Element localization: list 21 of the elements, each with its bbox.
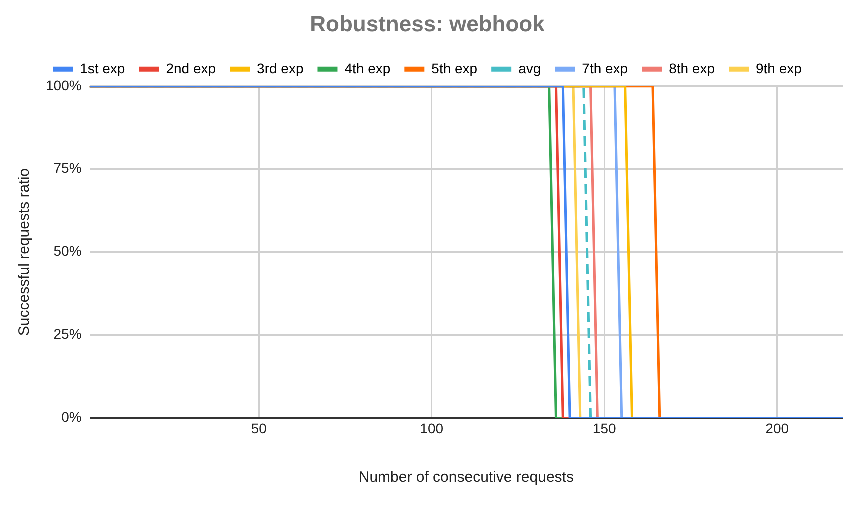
legend-label: avg <box>518 60 542 76</box>
legend-label: 7th exp <box>582 60 628 76</box>
y-tick-label: 0% <box>62 409 82 426</box>
x-axis-title: Number of consecutive requests <box>358 469 574 486</box>
legend-label: 1st exp <box>80 60 126 76</box>
legend-label: 3rd exp <box>257 60 304 76</box>
y-tick-label: 50% <box>54 243 82 260</box>
x-tick-label: 100 <box>420 420 444 436</box>
chart-title: Robustness: webhook <box>310 11 546 36</box>
y-axis-title: Successful requests ratio <box>16 168 34 336</box>
x-tick-label: 200 <box>766 420 790 436</box>
legend-label: 9th exp <box>756 60 802 76</box>
legend-label: 5th exp <box>432 60 478 76</box>
y-tick-label: 75% <box>54 160 82 176</box>
legend-label: 8th exp <box>669 60 716 76</box>
legend-label: 4th exp <box>344 60 391 76</box>
x-tick-label: 150 <box>592 420 616 436</box>
y-tick-label: 25% <box>54 326 82 342</box>
x-tick-label: 50 <box>251 420 268 436</box>
legend-label: 2nd exp <box>166 60 216 76</box>
y-tick-label: 100% <box>46 77 82 94</box>
